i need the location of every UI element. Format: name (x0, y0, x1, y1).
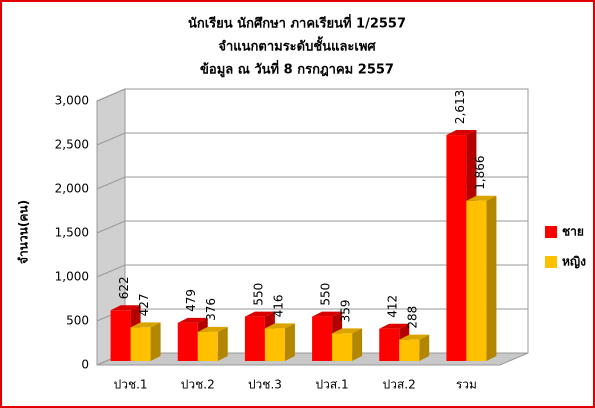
y-tick-label: 2,000 (55, 182, 89, 196)
y-tick-label: 500 (66, 314, 89, 328)
bar-face (466, 195, 497, 201)
bar-face (419, 334, 430, 361)
bar-face (379, 328, 400, 361)
bar-face (466, 200, 487, 361)
y-tick-label: 3,000 (55, 94, 89, 108)
chart-title: นักเรียน นักศึกษา ภาคเรียนที่ 1/2557 (188, 14, 406, 32)
x-tick-label: ปวช.1 (114, 378, 148, 392)
x-tick-label: ปวส.2 (383, 378, 416, 392)
bar-face (264, 323, 295, 329)
bar-face (110, 305, 141, 311)
legend-swatch (545, 256, 557, 268)
bar-face (197, 326, 228, 332)
grid-line (96, 264, 528, 278)
x-tick-label: ปวช.3 (248, 378, 282, 392)
bar-face (312, 316, 333, 361)
value-label: 376 (204, 298, 218, 321)
legend-swatch (545, 226, 557, 238)
y-axis-label: จำนวน(คน) (17, 200, 31, 264)
value-label: 2,613 (453, 90, 467, 124)
bar (332, 328, 363, 361)
value-label: 359 (339, 300, 353, 323)
bar-face (332, 333, 353, 361)
bar-face (284, 323, 295, 361)
bar-face (177, 322, 198, 361)
x-tick-label: ปวส.1 (316, 378, 349, 392)
bar-face (244, 311, 275, 317)
value-label: 479 (184, 289, 198, 312)
bar-face (130, 327, 151, 361)
bar (130, 322, 161, 361)
grid-line (96, 132, 528, 146)
bar-face (399, 339, 420, 361)
bar-face (264, 328, 285, 361)
bar-face (486, 195, 497, 361)
bar-face (352, 328, 363, 361)
bar-face (332, 328, 363, 334)
bar-face (312, 311, 343, 317)
bar-face (446, 130, 477, 136)
value-label: 622 (117, 276, 131, 299)
bar (264, 323, 295, 361)
bar-face (244, 316, 265, 361)
legend-label: ชาย (562, 225, 584, 239)
grid-line (96, 176, 528, 190)
bar-face (446, 135, 467, 361)
bar (399, 334, 430, 361)
y-tick-label: 2,500 (55, 138, 89, 152)
chart-title: จำแนกตามระดับชั้นและเพศ (218, 36, 376, 55)
value-label: 288 (406, 306, 420, 329)
y-tick-label: 0 (81, 358, 89, 372)
bar (466, 195, 497, 361)
y-tick-label: 1,000 (55, 270, 89, 284)
bar-face (197, 331, 218, 361)
value-label: 1,866 (473, 155, 487, 189)
x-tick-label: ปวช.2 (181, 378, 215, 392)
bar-face (177, 317, 208, 323)
bar-face (130, 322, 161, 328)
grid-line (96, 88, 528, 102)
bar-face (150, 322, 161, 361)
value-label: 550 (251, 283, 265, 306)
value-label: 427 (137, 294, 151, 317)
bar (197, 326, 228, 361)
bar-face (399, 334, 430, 340)
value-label: 550 (319, 283, 333, 306)
x-tick-label: รวม (456, 378, 477, 392)
bar-face (110, 310, 131, 361)
chart-title: ข้อมูล ณ วันที่ 8 กรกฎาคม 2557 (200, 60, 394, 78)
value-label: 412 (386, 295, 400, 318)
y-tick-label: 1,500 (55, 226, 89, 240)
bar-face (379, 323, 410, 329)
value-label: 416 (271, 294, 285, 317)
bar-face (217, 326, 228, 361)
grid-line (96, 220, 528, 234)
legend-label: หญิง (562, 255, 586, 269)
